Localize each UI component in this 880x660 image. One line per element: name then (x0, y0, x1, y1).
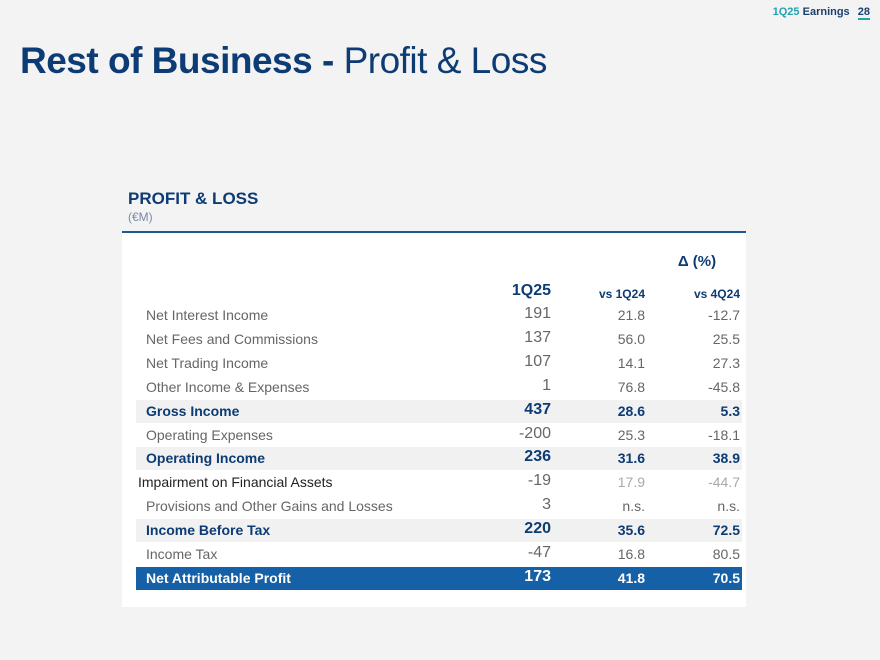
row-label: Net Trading Income (146, 354, 269, 371)
value-1q25: 1 (542, 376, 551, 394)
delta-vs-1q24: 17.9 (617, 474, 645, 491)
row-label: Net Attributable Profit (146, 569, 291, 586)
value-1q25: -200 (518, 424, 551, 442)
row-label: Gross Income (146, 402, 240, 419)
delta-vs-4q24: 25.5 (712, 330, 740, 347)
value-1q25: 173 (524, 567, 551, 585)
pl-table: Δ (%) 1Q25 vs 1Q24 vs 4Q24 Net Interest … (122, 231, 746, 607)
section-unit: (€M) (128, 210, 153, 224)
value-1q25: 236 (524, 448, 551, 466)
delta-vs-4q24: 5.3 (720, 402, 740, 419)
delta-vs-1q24: 31.6 (617, 450, 645, 467)
delta-vs-1q24: 14.1 (617, 354, 645, 371)
value-1q25: 107 (524, 352, 551, 370)
delta-vs-1q24: 16.8 (617, 546, 645, 562)
delta-vs-4q24: 27.3 (712, 354, 740, 371)
delta-vs-1q24: 56.0 (617, 330, 645, 347)
row-label: Impairment on Financial Assets (138, 474, 333, 491)
page-number: 28 (857, 6, 870, 20)
title-bold: Rest of Business - (20, 40, 334, 81)
delta-vs-1q24: 21.8 (617, 307, 645, 323)
row-label: Provisions and Other Gains and Losses (146, 498, 393, 515)
table-row: Impairment on Financial Assets -19 17.9 -44… (136, 471, 742, 494)
delta-vs-4q24: 38.9 (712, 450, 740, 467)
table-row: Net Attributable Profit 173 41.8 70.5 (136, 566, 742, 590)
value-1q25: -47 (527, 544, 551, 561)
table-row: Other Income & Expenses 1 76.8 -45.8 (136, 376, 742, 399)
delta-vs-4q24: 72.5 (712, 522, 740, 539)
value-1q25: 437 (524, 400, 551, 418)
col-1q25: 1Q25 (511, 282, 551, 299)
page-header: 1Q25 Earnings 28 (772, 6, 870, 20)
delta-vs-4q24: 70.5 (712, 569, 740, 586)
page-title: Rest of Business - Profit & Loss (20, 40, 547, 82)
table-row: Income Before Tax 220 35.6 72.5 (136, 519, 742, 543)
delta-vs-4q24: 80.5 (712, 546, 740, 562)
row-label: Income Before Tax (146, 522, 271, 539)
header-quarter: 1Q25 (772, 6, 800, 18)
value-1q25: 137 (524, 328, 551, 346)
value-1q25: 220 (524, 520, 551, 538)
row-label: Operating Income (146, 450, 266, 467)
delta-vs-1q24: 76.8 (617, 378, 645, 395)
value-1q25: 3 (542, 496, 551, 514)
table-row: Net Trading Income 107 14.1 27.3 (136, 352, 742, 375)
value-1q25: -19 (527, 472, 551, 490)
table-row: Provisions and Other Gains and Losses 3 n.… (136, 495, 742, 518)
delta-vs-4q24: n.s. (717, 498, 740, 515)
row-label: Other Income & Expenses (146, 378, 310, 395)
delta-vs-1q24: 41.8 (617, 569, 645, 586)
col-vs-1q24: vs 1Q24 (598, 287, 645, 301)
delta-vs-4q24: -18.1 (708, 426, 740, 443)
table-row: Income Tax -47 16.8 80.5 (136, 543, 742, 566)
table-row: Gross Income 437 28.6 5.3 (136, 399, 742, 423)
delta-vs-1q24: 25.3 (617, 426, 645, 443)
delta-header: Δ (%) (677, 253, 717, 270)
delta-vs-1q24: 35.6 (617, 522, 645, 539)
delta-vs-4q24: -45.8 (708, 378, 740, 395)
row-label: Operating Expenses (146, 426, 273, 443)
delta-vs-1q24: n.s. (622, 498, 645, 515)
table-row: Net Fees and Commissions 137 56.0 25.5 (136, 328, 742, 351)
header-label: Earnings (802, 6, 850, 18)
delta-vs-4q24: -44.7 (708, 474, 740, 491)
row-label: Net Interest Income (146, 307, 269, 323)
column-headers: 1Q25 vs 1Q24 vs 4Q24 (136, 281, 742, 304)
value-1q25: 191 (524, 305, 551, 322)
col-vs-4q24: vs 4Q24 (693, 287, 740, 301)
table-row: Operating Expenses -200 25.3 -18.1 (136, 424, 742, 447)
delta-vs-1q24: 28.6 (617, 402, 645, 419)
delta-vs-4q24: -12.7 (708, 307, 740, 323)
row-label: Income Tax (146, 546, 218, 562)
row-label: Net Fees and Commissions (146, 330, 318, 347)
title-light: Profit & Loss (343, 40, 548, 81)
section-title: PROFIT & LOSS (128, 189, 259, 208)
table-row: Operating Income 236 31.6 38.9 (136, 447, 742, 471)
table-row: Net Interest Income 191 21.8 -12.7 (136, 304, 742, 327)
